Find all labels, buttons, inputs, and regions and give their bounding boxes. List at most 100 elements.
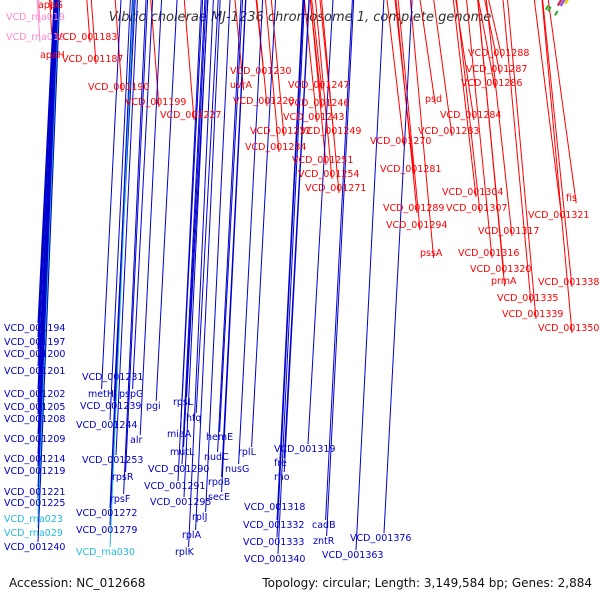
gene-label-vcd_001249: VCD_001249 [300, 126, 361, 137]
leader-line [395, 0, 418, 214]
leader-line [183, 0, 207, 448]
leader-line [37, 0, 59, 467]
gene-label-uvra: uvrA [230, 80, 253, 91]
gene-label-vcd_001283: VCD_001283 [418, 126, 479, 137]
gene-label-rpsl: rpsL [173, 397, 194, 408]
gene-label-nusg: nusG [225, 464, 249, 475]
gene-label-vcd_001279: VCD_001279 [76, 525, 137, 536]
leader-line [283, 0, 310, 473]
leader-line [507, 0, 537, 320]
leader-line [455, 0, 475, 121]
leader-line [109, 0, 133, 509]
leader-line [477, 0, 496, 89]
gene-label-vcd_001319: VCD_001319 [274, 444, 335, 455]
gene-label-mutl: mutL [170, 447, 195, 458]
leader-line [315, 0, 333, 180]
leader-line [488, 0, 503, 59]
gene-label-vcd_001244: VCD_001244 [76, 420, 137, 431]
gene-label-vcd_001287: VCD_001287 [466, 64, 527, 75]
gene-label-vcd_001227: VCD_001227 [160, 110, 221, 121]
leader-line [205, 0, 231, 513]
leader-line [155, 0, 178, 402]
gene-label-vcd_001201: VCD_001201 [4, 366, 65, 377]
genome-summary-text: Topology: circular; Length: 3,149,584 bp… [261, 576, 592, 590]
gene-label-rplj: rplJ [192, 512, 207, 523]
gene-label-vcd_001231: VCD_001231 [82, 372, 143, 383]
leader-line [180, 0, 204, 430]
gene-label-vcd_rna029: VCD_rna029 [4, 528, 63, 539]
gene-label-vcd_001194: VCD_001194 [4, 323, 65, 334]
leader-line [485, 0, 513, 237]
leader-line [37, 0, 60, 499]
gene-label-vcd_001332: VCD_001332 [243, 520, 304, 531]
gene-label-vcd_001271: VCD_001271 [305, 183, 366, 194]
gene-label-rpla: rplA [182, 530, 202, 541]
gene-label-fre: fre [274, 458, 287, 469]
leader-line [502, 0, 532, 304]
gene-label-vcd_001290: VCD_001290 [148, 464, 209, 475]
gene-label-vcd_001281: VCD_001281 [380, 164, 441, 175]
accession-text: Accession: NC_012668 [9, 576, 145, 590]
gene-label-vcd_001243: VCD_001243 [283, 112, 344, 123]
leader-line [221, 0, 247, 493]
leader-line [355, 0, 385, 551]
leader-line [277, 0, 306, 555]
leader-line [433, 0, 453, 137]
gene-label-vcd_001270: VCD_001270 [370, 136, 431, 147]
gene-label-vcd_001214: VCD_001214 [4, 454, 65, 465]
leader-line [319, 0, 335, 137]
leader-line [217, 0, 242, 453]
leader-line [125, 0, 149, 473]
leader-line [477, 0, 506, 287]
gene-label-vcd_001208: VCD_001208 [4, 414, 65, 425]
gene-label-vcd_001234: VCD_001234 [245, 142, 306, 153]
leader-line [109, 0, 131, 421]
gene-label-vcd_001225: VCD_001225 [4, 498, 65, 509]
leader-line [101, 0, 122, 390]
label-leader-lines [36, 0, 577, 555]
gene-label-vcd_001219: VCD_001219 [4, 466, 65, 477]
gene-label-rplk: rplK [175, 547, 195, 558]
leader-line [251, 0, 277, 448]
gene-label-vcd_001288: VCD_001288 [468, 48, 529, 59]
gene-label-apah: apaH [40, 50, 65, 61]
gc-mark [547, 6, 552, 12]
leader-line [37, 0, 58, 415]
leader-line [547, 0, 577, 204]
gene-label-apag: apaG [38, 0, 63, 11]
leader-line [37, 0, 55, 324]
gene-label-vcd_001295: VCD_001295 [150, 497, 211, 508]
gene-label-vcd_001307: VCD_001307 [446, 203, 507, 214]
leader-line [541, 0, 573, 334]
gene-label-rpll: rplL [238, 447, 257, 458]
gene-label-cadb: cadB [312, 520, 336, 531]
gene-label-pssa: pssA [420, 248, 443, 259]
gene-label-vcd_001199: VCD_001199 [125, 97, 186, 108]
gene-label-vcd_001247: VCD_001247 [288, 80, 349, 91]
leader-line [456, 0, 481, 214]
gene-label-nudc: nudC [204, 452, 229, 463]
leader-line [37, 0, 56, 367]
leader-line [181, 0, 206, 465]
gene-label-vcd_001286: VCD_001286 [461, 78, 522, 89]
gene-label-vcd_001320: VCD_001320 [470, 264, 531, 275]
leader-line [452, 0, 477, 198]
leader-line [188, 0, 214, 548]
gene-label-vcd_001338: VCD_001338 [538, 277, 599, 288]
gene-label-vcd_001318: VCD_001318 [244, 502, 305, 513]
gene-label-vcd_001304: VCD_001304 [442, 187, 503, 198]
leader-line [307, 0, 334, 445]
gene-label-vcd_001317: VCD_001317 [478, 226, 539, 237]
leader-line [195, 0, 221, 531]
gene-label-heme: hemE [206, 432, 233, 443]
leader-line [383, 0, 413, 534]
feature-rings [528, 0, 574, 16]
leader-line [219, 0, 244, 433]
leader-line [177, 0, 202, 482]
leader-line [37, 0, 58, 435]
gene-label-vcd_001291: VCD_001291 [144, 481, 205, 492]
gene-label-vcd_001335: VCD_001335 [497, 293, 558, 304]
leader-line [234, 0, 245, 91]
